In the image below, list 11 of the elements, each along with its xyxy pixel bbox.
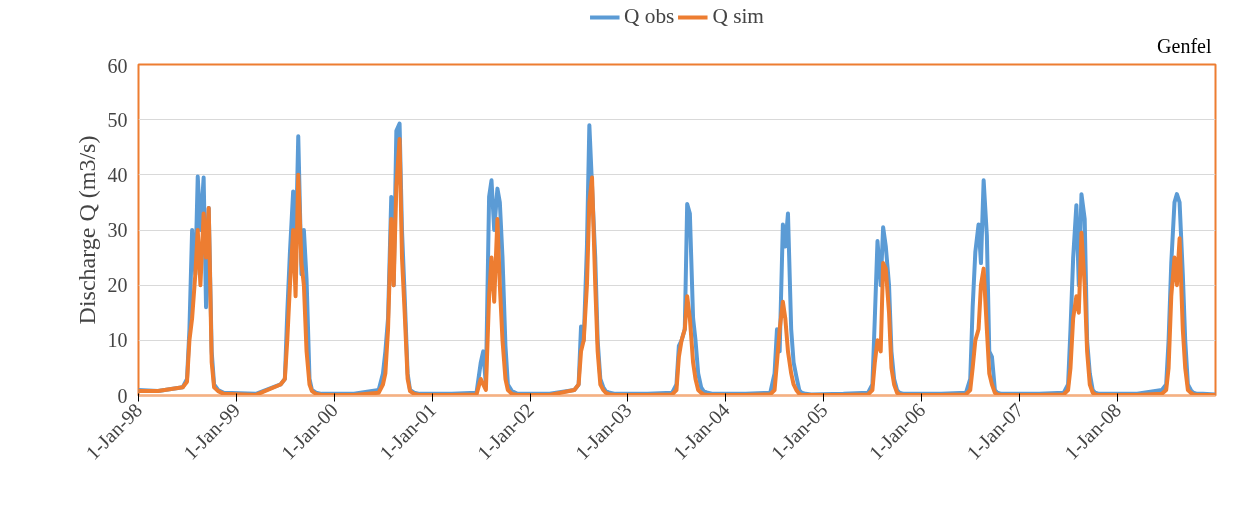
y-axis-title: Discharge Q (m3/s) (73, 135, 100, 325)
y-tick-label: 60 (107, 54, 128, 77)
legend-label: Q sim (712, 4, 764, 29)
y-tick-label: 0 (117, 384, 128, 407)
legend-label: Q obs (624, 4, 675, 29)
y-tick-label: 10 (107, 329, 128, 352)
text: Genfel (1157, 34, 1212, 57)
y-tick-label: 20 (107, 274, 128, 297)
y-tick-label: 40 (107, 163, 128, 186)
y-tick-label: 30 (107, 219, 128, 241)
y-tick-label: 50 (107, 108, 128, 131)
